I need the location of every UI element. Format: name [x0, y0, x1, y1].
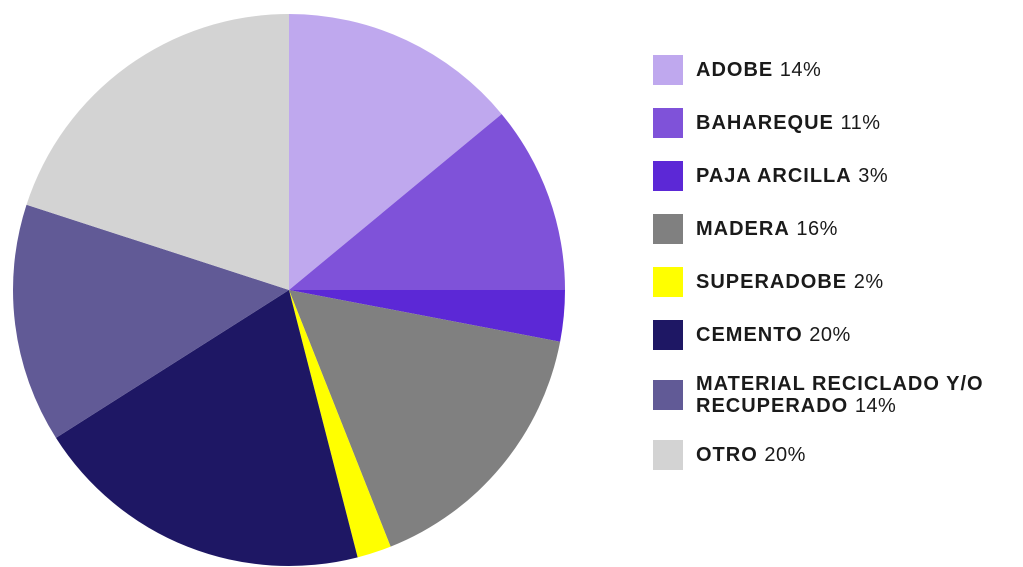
- pie-slice: [289, 290, 561, 547]
- legend-item: MATERIAL RECICLADO Y/O RECUPERADO 14%: [653, 373, 1018, 417]
- legend-text: ADOBE 14%: [696, 59, 821, 81]
- legend-item: CEMENTO 20%: [653, 320, 1018, 350]
- legend-item: ADOBE 14%: [653, 55, 1018, 85]
- pie-slice: [13, 204, 290, 438]
- legend-text: MADERA 16%: [696, 218, 838, 240]
- legend-text: MATERIAL RECICLADO Y/O RECUPERADO 14%: [696, 373, 1018, 417]
- legend-value: 11%: [840, 112, 881, 134]
- legend-text: CEMENTO 20%: [696, 324, 851, 346]
- pie-slice: [289, 14, 502, 290]
- legend-text: SUPERADOBE 2%: [696, 271, 884, 293]
- legend-swatch: [653, 380, 683, 410]
- legend-value: 14%: [779, 59, 822, 81]
- legend: ADOBE 14% BAHAREQUE 11% PAJA ARCILLA 3% MAD…: [653, 55, 1018, 470]
- legend-value: 14%: [854, 395, 897, 417]
- legend-item: MADERA 16%: [653, 214, 1018, 244]
- legend-swatch: [653, 55, 683, 85]
- legend-item: BAHAREQUE 11%: [653, 108, 1018, 138]
- pie-slice: [55, 290, 358, 566]
- legend-swatch: [653, 440, 683, 470]
- pie-slice: [289, 290, 391, 558]
- legend-swatch: [653, 214, 683, 244]
- pie-slice: [26, 14, 290, 290]
- legend-item: OTRO 20%: [653, 440, 1018, 470]
- legend-swatch: [653, 320, 683, 350]
- legend-value: 16%: [796, 218, 838, 240]
- pie-chart: [13, 14, 565, 566]
- legend-value: 20%: [809, 324, 851, 346]
- legend-item: SUPERADOBE 2%: [653, 267, 1018, 297]
- legend-label: PAJA ARCILLA: [696, 165, 852, 187]
- legend-value: 3%: [858, 165, 889, 187]
- legend-label: SUPERADOBE: [696, 271, 848, 293]
- legend-swatch: [653, 161, 683, 191]
- legend-item: PAJA ARCILLA 3%: [653, 161, 1018, 191]
- pie-slice: [289, 114, 565, 290]
- legend-label: MADERA: [696, 218, 790, 240]
- pie-slice: [289, 290, 565, 342]
- legend-text: OTRO 20%: [696, 444, 806, 466]
- legend-label: BAHAREQUE: [696, 112, 834, 134]
- legend-label: MATERIAL RECICLADO Y/O RECUPERADO: [696, 373, 984, 417]
- legend-label: ADOBE: [696, 59, 774, 81]
- legend-swatch: [653, 267, 683, 297]
- legend-text: PAJA ARCILLA 3%: [696, 165, 888, 187]
- legend-text: BAHAREQUE 11%: [696, 112, 881, 134]
- legend-label: OTRO: [696, 444, 758, 466]
- legend-label: CEMENTO: [696, 324, 803, 346]
- legend-value: 20%: [764, 444, 806, 466]
- legend-swatch: [653, 108, 683, 138]
- legend-value: 2%: [853, 271, 884, 293]
